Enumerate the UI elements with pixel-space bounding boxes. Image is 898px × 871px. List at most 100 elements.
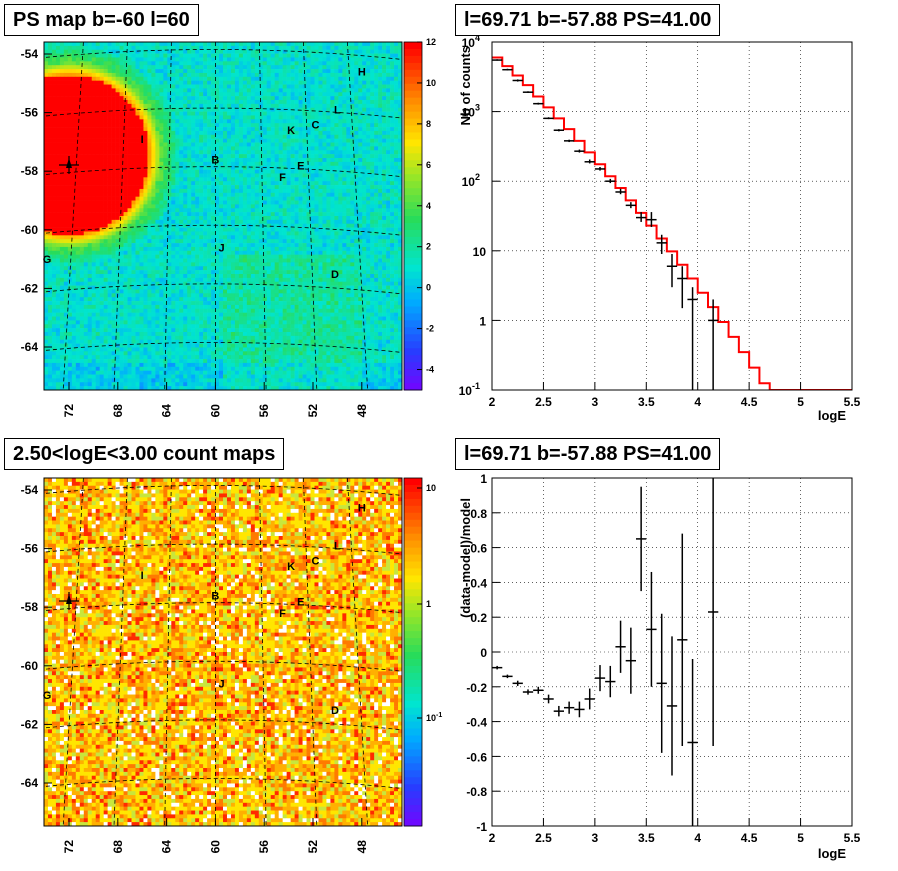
heatmap-cell <box>119 161 124 167</box>
heatmap-cell <box>394 72 399 78</box>
heatmap-cell <box>246 84 252 89</box>
heatmap-cell <box>246 49 252 54</box>
heatmap-cell <box>147 138 152 143</box>
heatmap-cell <box>246 192 252 197</box>
heatmap-cell <box>278 181 283 186</box>
heatmap-cell <box>270 223 276 228</box>
heatmap-cell <box>354 204 359 209</box>
heatmap-cell <box>378 181 383 186</box>
heatmap-cell <box>175 231 180 236</box>
heatmap-cell <box>298 107 303 112</box>
heatmap-cell <box>302 208 307 213</box>
heatmap-cell <box>123 138 128 143</box>
heatmap-cell <box>310 165 315 170</box>
heatmap-cell <box>215 69 220 74</box>
heatmap-cell <box>219 254 224 259</box>
heatmap-cell <box>354 185 359 190</box>
heatmap-cell <box>270 115 276 120</box>
heatmap-cell <box>171 76 176 81</box>
heatmap-cell <box>155 96 160 101</box>
heatmap-cell <box>175 84 180 89</box>
heatmap-cell <box>143 223 148 228</box>
heatmap-cell <box>262 96 268 101</box>
heatmap-cell <box>143 231 148 236</box>
heatmap-cell <box>394 49 399 54</box>
heatmap-cell <box>115 227 120 232</box>
heatmap-cell <box>382 192 387 197</box>
heatmap-cell <box>286 231 291 236</box>
heatmap-cell <box>195 243 200 248</box>
heatmap-cell <box>330 208 335 213</box>
heatmap-cell <box>338 88 343 93</box>
heatmap-cell <box>63 235 69 240</box>
heatmap-cell <box>155 181 160 186</box>
heatmap-cell <box>370 72 375 78</box>
heatmap-cell <box>87 142 93 147</box>
heatmap-cell <box>282 45 287 51</box>
heatmap-cell <box>91 231 97 236</box>
heatmap-cell <box>219 49 224 54</box>
heatmap-cell <box>342 243 347 248</box>
heatmap-cell <box>83 88 89 93</box>
heatmap-cell <box>95 227 100 232</box>
heatmap-cell <box>135 227 140 232</box>
heatmap-cell <box>354 239 359 244</box>
heatmap-cell <box>258 227 264 232</box>
heatmap-cell <box>362 250 367 255</box>
heatmap-cell <box>135 223 140 228</box>
heatmap-cell <box>242 246 248 252</box>
heatmap-cell <box>286 185 291 190</box>
heatmap-cell <box>290 169 295 174</box>
heatmap-cell <box>226 158 232 163</box>
heatmap-cell <box>246 72 252 78</box>
heatmap-cell <box>346 127 351 132</box>
heatmap-cell <box>274 92 279 97</box>
heatmap-cell <box>107 192 112 197</box>
heatmap-cell <box>99 88 104 93</box>
heatmap-cell <box>282 103 287 109</box>
heatmap-cell <box>219 188 224 194</box>
heatmap-cell <box>274 185 279 190</box>
heatmap-cell <box>183 49 188 54</box>
heatmap-cell <box>374 130 379 136</box>
heatmap-cell <box>211 45 216 51</box>
heatmap-cell <box>139 80 144 85</box>
heatmap-cell <box>179 111 184 116</box>
heatmap-cell <box>338 92 343 97</box>
heatmap-cell <box>139 115 144 120</box>
heatmap-cell <box>294 219 299 225</box>
heatmap-cell <box>175 154 180 159</box>
heatmap-cell <box>179 107 184 112</box>
heatmap-cell <box>306 212 311 217</box>
heatmap-cell <box>270 150 276 155</box>
heatmap-cell <box>398 72 402 78</box>
heatmap-cell <box>242 243 248 248</box>
heatmap-cell <box>219 231 224 236</box>
heatmap-cell <box>398 161 402 167</box>
heatmap-cell <box>127 88 132 93</box>
heatmap-cell <box>47 49 53 54</box>
heatmap-cell <box>175 69 180 74</box>
heatmap-cell <box>175 185 180 190</box>
heatmap-cell <box>398 103 402 109</box>
heatmap-cell <box>354 88 359 93</box>
heatmap-cell <box>55 165 61 170</box>
heatmap-cell <box>223 200 228 205</box>
heatmap-cell <box>191 61 196 66</box>
heatmap-cell <box>199 235 204 240</box>
heatmap-cell <box>322 53 327 58</box>
heatmap-cell <box>135 92 140 97</box>
heatmap-cell <box>298 216 303 221</box>
heatmap-cell <box>163 103 168 109</box>
heatmap-cell <box>119 42 124 47</box>
heatmap-cell <box>155 235 160 240</box>
heatmap-cell <box>374 111 379 116</box>
heatmap-cell <box>294 177 299 182</box>
heatmap-cell <box>215 115 220 120</box>
heatmap-cell <box>107 115 112 120</box>
heatmap-cell <box>143 246 148 252</box>
heatmap-cell <box>63 45 69 51</box>
heatmap-cell <box>107 76 112 81</box>
heatmap-cell <box>286 134 291 139</box>
heatmap-cell <box>318 181 323 186</box>
